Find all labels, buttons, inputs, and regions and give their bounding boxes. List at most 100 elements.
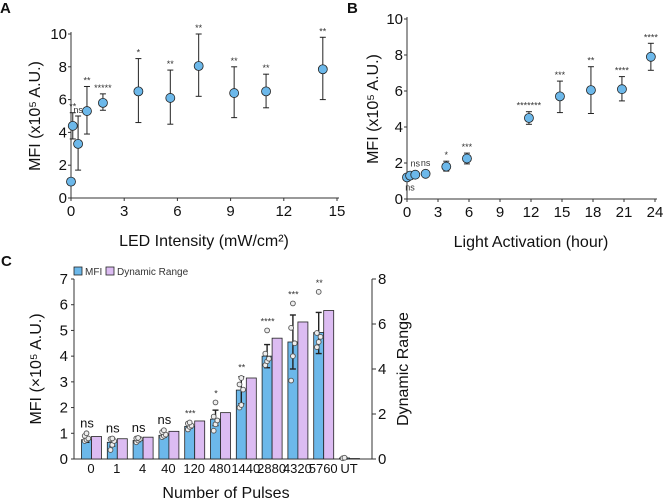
significance-label: ****: [615, 66, 630, 76]
legend-swatch-dynamic-range: [105, 266, 115, 276]
data-point: [555, 91, 565, 102]
significance-label: *: [445, 150, 449, 160]
x-tick-label: 1: [113, 461, 120, 476]
replicate-point: [290, 353, 296, 359]
bar-mfi: [261, 355, 273, 460]
significance-label: ns: [158, 412, 172, 427]
y-tick-label: 0: [395, 191, 403, 208]
replicate-point: [107, 447, 114, 453]
x-tick-label: 3: [120, 203, 128, 220]
y-tick-label: 10: [50, 26, 67, 43]
replicate-point: [135, 435, 141, 441]
legend-swatch-mfi: [73, 266, 83, 276]
x-tick-label: 24: [647, 204, 664, 221]
replicate-point: [314, 330, 320, 336]
significance-label: ns: [405, 182, 415, 192]
significance-label: *: [214, 388, 218, 398]
y-axis-label: MFI (x10⁵ A.U.): [27, 61, 44, 171]
significance-label: *: [137, 48, 141, 58]
replicate-point: [238, 402, 245, 408]
y-tick-label: 6: [59, 92, 67, 109]
bar-dynamic-range: [271, 337, 283, 460]
replicate-point: [266, 355, 272, 362]
y2-tick-label: 4: [378, 361, 386, 378]
replicate-point: [210, 413, 217, 420]
y2-tick-label: 0: [378, 451, 386, 468]
replicate-point: [161, 427, 167, 434]
y-tick-label: 4: [395, 119, 403, 136]
x-axis-label: Light Activation (hour): [454, 234, 609, 251]
data-point: [261, 86, 271, 97]
significance-label: ***: [288, 289, 299, 299]
x-tick-label: 2880: [257, 461, 286, 476]
significance-label: **: [263, 63, 271, 73]
x-tick-label: UT: [340, 461, 357, 476]
replicate-point: [236, 381, 243, 388]
significance-label: **: [167, 59, 175, 69]
significance-label: ****: [261, 316, 276, 326]
y-tick-label: 4: [60, 348, 68, 365]
replicate-point: [264, 327, 270, 334]
data-point: [193, 61, 204, 71]
replicate-point: [186, 419, 193, 426]
significance-label: **: [69, 102, 77, 112]
data-point: [98, 97, 108, 108]
bar-dynamic-range: [323, 310, 335, 460]
y-axis-label: MFI (x10⁵ A.U.): [365, 54, 382, 164]
panel-letter-b: B: [347, 0, 358, 17]
replicate-point: [315, 289, 322, 295]
y-tick-label: 6: [395, 83, 403, 100]
x-tick-label: 0: [403, 204, 411, 221]
x-tick-label: 15: [554, 204, 571, 221]
y-tick-label: 8: [59, 59, 67, 76]
x-tick-label: 120: [183, 461, 205, 476]
replicate-point: [212, 399, 219, 406]
data-point: [586, 85, 596, 95]
y-tick-label: 1: [60, 425, 68, 442]
significance-label: **: [195, 23, 203, 33]
data-point: [229, 88, 240, 98]
replicate-point: [341, 454, 348, 461]
data-point: [66, 176, 76, 187]
y-tick-label: 5: [60, 322, 68, 339]
y-tick-label: 2: [60, 400, 68, 417]
data-point: [462, 153, 472, 164]
x-tick-label: 40: [161, 461, 175, 476]
y-tick-label: 6: [60, 297, 68, 314]
significance-label: ***: [555, 70, 566, 80]
panel-letter-c: C: [1, 253, 12, 270]
y-tick-label: 0: [60, 451, 68, 468]
significance-label: **: [316, 278, 324, 288]
significance-label: ns: [106, 420, 120, 435]
significance-label: ****: [644, 32, 659, 42]
replicate-point: [210, 427, 217, 434]
significance-label: ns: [421, 158, 431, 168]
significance-label: *****: [94, 83, 112, 93]
data-point: [133, 86, 144, 97]
significance-label: ns: [80, 415, 94, 430]
legend-label-dynamic-range: Dynamic Range: [117, 267, 189, 278]
replicate-point: [238, 375, 245, 381]
bar-dynamic-range: [142, 436, 154, 460]
x-tick-label: 1440: [231, 461, 260, 476]
data-point: [73, 138, 83, 149]
replicate-point: [288, 377, 294, 384]
x-tick-label: 6: [465, 204, 473, 221]
x-tick-label: 4: [139, 461, 146, 476]
x-tick-label: 5760: [309, 461, 338, 476]
y-tick-label: 10: [386, 11, 403, 28]
replicate-point: [83, 430, 90, 437]
data-point: [617, 84, 627, 95]
replicate-point: [288, 325, 294, 331]
replicate-point: [315, 339, 322, 345]
data-point: [82, 106, 92, 116]
replicate-point: [317, 334, 324, 340]
significance-label: ns: [132, 420, 146, 435]
data-point: [441, 161, 452, 172]
y-tick-label: 3: [60, 374, 68, 391]
replicate-point: [314, 344, 320, 350]
significance-label: **: [83, 75, 91, 85]
x-tick-label: 3: [434, 204, 442, 221]
replicate-point: [262, 350, 269, 357]
significance-label: ns: [411, 159, 421, 169]
